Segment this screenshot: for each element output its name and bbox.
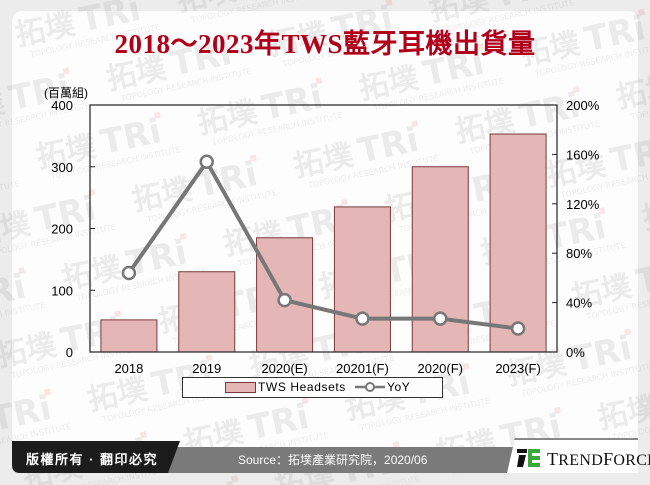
trendforce-logo-icon: [517, 449, 540, 467]
y2-tick-label: 80%: [566, 246, 592, 261]
legend-label-bar: TWS Headsets: [258, 380, 346, 394]
y-tick-label: 0: [66, 345, 73, 360]
y2-tick-label: 160%: [566, 147, 600, 162]
yoy-marker-2019: [199, 154, 214, 170]
bar-2019: [178, 271, 236, 353]
yoy-marker-20201(F): [355, 311, 370, 326]
yoy-line: [127, 159, 519, 331]
x-tick-label: 2019: [192, 361, 221, 376]
brand-text: TRENDFORCE: [547, 449, 650, 469]
yoy-marker-2018: [121, 265, 137, 281]
chart-title: 2018～2023年TWS藍牙耳機出貨量: [114, 29, 536, 59]
x-tick-label: 2020(F): [417, 361, 463, 376]
x-tick-label: 2018: [114, 361, 143, 376]
y-tick-label: 100: [51, 283, 73, 298]
copyright-notice: 版權所有 · 翻印必究: [26, 452, 159, 467]
x-tick-label: 2020(E): [261, 361, 307, 376]
bar-20201(F): [333, 206, 391, 353]
y2-tick-label: 0%: [566, 345, 585, 360]
x-tick-label: 2023(F): [495, 361, 541, 376]
brand-name: TRENDFORCE: [547, 449, 650, 470]
legend-item-yoy: YoY: [355, 380, 410, 394]
source-note: Source：拓墣產業研究院，2020/06: [238, 453, 428, 467]
y-tick-label: 300: [51, 160, 73, 175]
y-axis-title: (百萬組): [44, 86, 88, 100]
bar-2018: [100, 319, 158, 353]
x-tick-label: 20201(F): [336, 361, 389, 376]
legend-label-line: YoY: [387, 380, 411, 394]
y-tick-label: 200: [51, 222, 73, 237]
y2-tick-label: 200%: [566, 98, 600, 113]
y2-tick-label: 120%: [566, 197, 600, 212]
line-marker-icon: [355, 382, 385, 392]
y-tick-label: 400: [51, 98, 73, 113]
yoy-marker-2020(E): [277, 292, 292, 308]
bar-2023(F): [489, 133, 547, 353]
yoy-marker-2023(F): [510, 321, 526, 336]
bar-swatch-icon: [225, 381, 256, 393]
y2-tick-label: 40%: [566, 296, 592, 311]
yoy-marker-2020(F): [433, 311, 448, 326]
chart-legend: TWS Headsets YoY: [182, 377, 443, 398]
legend-item-tws-headsets: TWS Headsets: [225, 380, 346, 394]
